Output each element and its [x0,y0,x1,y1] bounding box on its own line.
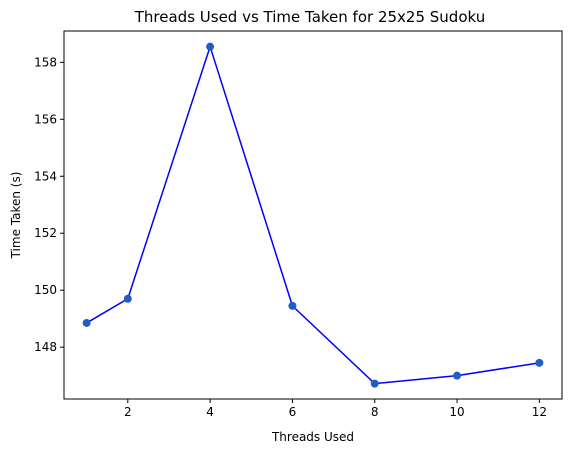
y-axis-ticks: 148 150 152 154 156 158 [34,55,64,354]
series-layer [82,42,544,388]
x-tick-label: 8 [371,405,379,419]
x-axis-ticks: 2 4 6 8 10 12 [124,399,547,419]
data-point [453,371,462,380]
y-tick-label: 154 [34,169,57,183]
data-point [206,42,215,51]
series-line [86,45,540,385]
data-point [123,294,132,303]
chart-title: Threads Used vs Time Taken for 25x25 Sud… [134,8,485,26]
x-tick-label: 12 [532,405,547,419]
data-point [370,379,379,388]
x-tick-label: 6 [289,405,297,419]
x-tick-label: 4 [206,405,214,419]
x-axis-label: Threads Used [271,430,354,444]
y-axis-label: Time Taken (s) [9,172,23,260]
y-tick-label: 156 [34,112,57,126]
y-tick-label: 148 [34,340,57,354]
y-tick-label: 152 [34,226,57,240]
data-point [82,318,91,327]
x-tick-label: 10 [449,405,464,419]
plot-area-frame [63,30,563,400]
x-tick-label: 2 [124,405,132,419]
data-point [535,358,544,367]
data-point [288,301,297,310]
y-tick-label: 158 [34,55,57,69]
y-tick-label: 150 [34,283,57,297]
